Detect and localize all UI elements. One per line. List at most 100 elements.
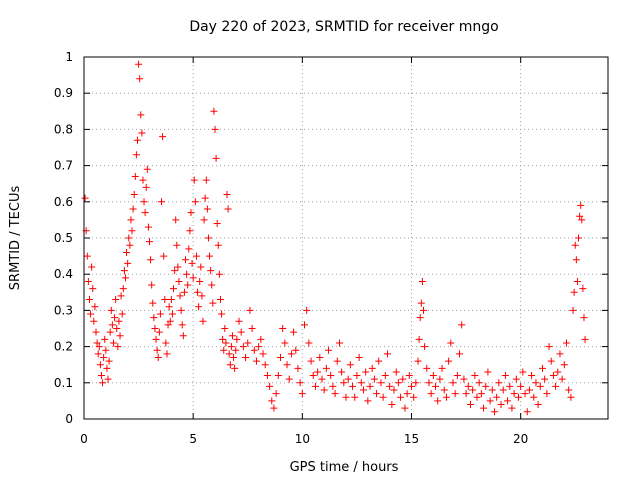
data-point bbox=[388, 401, 396, 409]
data-point bbox=[453, 372, 461, 380]
data-point bbox=[192, 252, 200, 260]
data-point bbox=[292, 346, 300, 354]
data-point bbox=[418, 277, 426, 285]
data-point bbox=[514, 393, 522, 401]
data-point bbox=[381, 372, 389, 380]
data-point bbox=[199, 317, 207, 325]
data-point bbox=[462, 390, 470, 398]
data-point bbox=[569, 306, 577, 314]
x-tick-label: 10 bbox=[295, 432, 310, 446]
data-point bbox=[579, 285, 587, 293]
data-point bbox=[325, 346, 333, 354]
data-point bbox=[373, 390, 381, 398]
data-point bbox=[427, 390, 435, 398]
data-point bbox=[403, 390, 411, 398]
x-tick-label: 5 bbox=[189, 432, 197, 446]
data-point bbox=[397, 393, 405, 401]
data-point bbox=[167, 296, 175, 304]
data-point bbox=[108, 321, 116, 329]
data-point bbox=[204, 234, 212, 242]
data-point bbox=[257, 335, 265, 343]
data-point bbox=[120, 267, 128, 275]
data-point bbox=[493, 393, 501, 401]
data-point bbox=[81, 194, 89, 202]
data-point bbox=[152, 335, 160, 343]
data-point bbox=[174, 263, 182, 271]
data-point bbox=[207, 267, 215, 275]
data-point bbox=[534, 401, 542, 409]
data-point bbox=[410, 393, 418, 401]
y-tick-label: 1 bbox=[65, 50, 73, 64]
data-point bbox=[137, 111, 145, 119]
data-point bbox=[159, 133, 167, 141]
data-point bbox=[353, 372, 361, 380]
data-point bbox=[495, 379, 503, 387]
data-point bbox=[525, 386, 533, 394]
data-point bbox=[420, 306, 428, 314]
data-point bbox=[188, 259, 196, 267]
data-point bbox=[543, 390, 551, 398]
data-point bbox=[138, 129, 146, 137]
data-point bbox=[123, 248, 131, 256]
data-point bbox=[314, 368, 322, 376]
data-point bbox=[270, 404, 278, 412]
y-tick-label: 0.6 bbox=[54, 195, 73, 209]
data-point bbox=[97, 372, 105, 380]
data-point bbox=[506, 382, 514, 390]
data-point bbox=[200, 216, 208, 224]
data-point bbox=[497, 401, 505, 409]
data-point bbox=[331, 390, 339, 398]
data-point bbox=[355, 353, 363, 361]
data-point bbox=[480, 404, 488, 412]
data-point bbox=[150, 314, 158, 322]
data-point bbox=[235, 317, 243, 325]
data-point bbox=[162, 339, 170, 347]
data-point bbox=[114, 343, 122, 351]
data-point bbox=[501, 372, 509, 380]
data-point bbox=[126, 241, 134, 249]
data-point bbox=[466, 401, 474, 409]
data-point bbox=[203, 205, 211, 213]
y-tick-label: 0.3 bbox=[54, 303, 73, 317]
data-point bbox=[499, 386, 507, 394]
data-point bbox=[366, 382, 374, 390]
data-point bbox=[166, 317, 174, 325]
data-point bbox=[87, 310, 95, 318]
data-point bbox=[175, 277, 183, 285]
data-point bbox=[96, 361, 104, 369]
data-point bbox=[504, 397, 512, 405]
data-point bbox=[563, 339, 571, 347]
axis-ticks: 00.10.20.30.40.50.60.70.80.910 5 10 15 20 bbox=[54, 50, 608, 446]
data-point bbox=[338, 368, 346, 376]
data-point bbox=[294, 364, 302, 372]
data-point bbox=[230, 353, 238, 361]
data-point bbox=[359, 386, 367, 394]
data-point bbox=[556, 350, 564, 358]
data-point bbox=[182, 256, 190, 264]
data-point bbox=[399, 375, 407, 383]
y-tick-label: 0.7 bbox=[54, 159, 73, 173]
data-point bbox=[536, 382, 544, 390]
data-point bbox=[239, 343, 247, 351]
data-point bbox=[477, 390, 485, 398]
data-point bbox=[227, 343, 235, 351]
data-point bbox=[263, 372, 271, 380]
data-point bbox=[228, 332, 236, 340]
data-point bbox=[327, 372, 335, 380]
data-point bbox=[231, 364, 239, 372]
data-point bbox=[132, 151, 140, 159]
data-point bbox=[84, 277, 92, 285]
data-point bbox=[171, 267, 179, 275]
data-point bbox=[189, 274, 197, 282]
y-axis-title: SRMTID / TECUs bbox=[8, 186, 23, 291]
data-point bbox=[451, 390, 459, 398]
data-point bbox=[425, 379, 433, 387]
data-point bbox=[107, 306, 115, 314]
data-point bbox=[573, 277, 581, 285]
data-point bbox=[401, 404, 409, 412]
data-point bbox=[139, 176, 147, 184]
data-point bbox=[383, 350, 391, 358]
data-point bbox=[109, 339, 117, 347]
data-point bbox=[473, 393, 481, 401]
data-point bbox=[438, 364, 446, 372]
